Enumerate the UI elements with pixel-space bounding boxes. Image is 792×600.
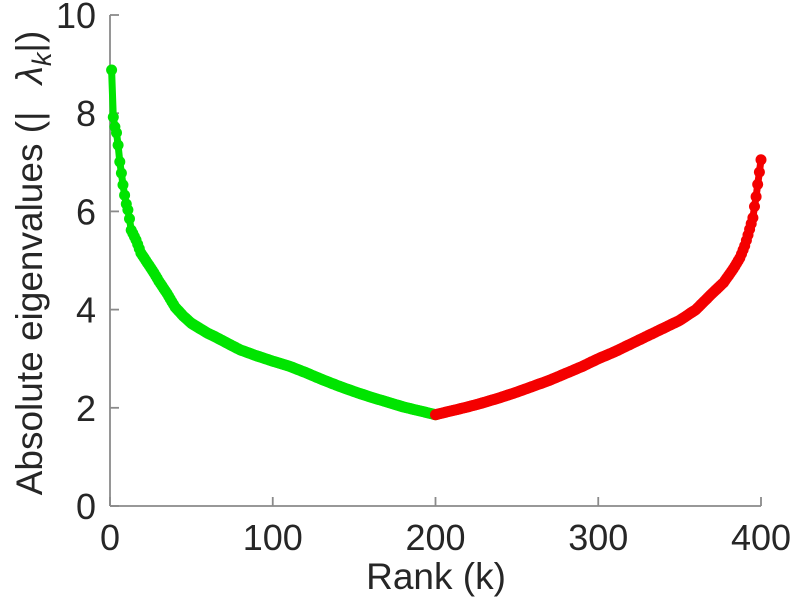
eigenvalues-rank-200-400-red-marker	[752, 178, 764, 190]
y-tick-label: 2	[76, 388, 96, 429]
eigenvalues-rank-200-400-red-marker	[749, 201, 760, 212]
eigenvalues-rank-1-200-green-marker	[124, 213, 135, 225]
eigenvalues-rank-1-200-green-marker	[107, 111, 119, 123]
x-tick-label: 400	[731, 517, 791, 558]
eigenvalues-rank-1-200-green-marker	[119, 189, 131, 201]
eigenvalues-rank-1-200-green-marker	[117, 179, 129, 191]
y-tick-label: 10	[56, 0, 96, 36]
eigenvalues-rank-1-200-green-marker	[111, 127, 122, 139]
eigenvalues-rank-200-400-red-marker	[750, 191, 762, 203]
eigenvalues-rank-200-400-red-marker	[747, 212, 759, 224]
x-tick-label: 300	[568, 517, 628, 558]
y-tick-label: 4	[76, 290, 96, 331]
eigenvalues-rank-200-400-red-marker	[753, 166, 765, 178]
eigenvalues-rank-1-200-green-marker	[112, 139, 124, 151]
y-tick-label: 0	[76, 486, 96, 527]
lambda-symbol: λ	[9, 66, 50, 85]
eigenvalues-rank-200-400-red-marker	[755, 154, 767, 166]
y-axis-label-close: |)	[9, 30, 50, 53]
x-axis-label: Rank (k)	[366, 556, 506, 597]
eigenvalues-rank-1-200-green-marker	[106, 64, 118, 76]
y-axis-label: Absolute eigenvalues (| λk|)	[9, 30, 57, 496]
x-tick-label: 200	[405, 517, 465, 558]
x-tick-label: 0	[100, 517, 120, 558]
y-axis-label-text: Absolute eigenvalues (|	[9, 111, 50, 496]
y-tick-label: 6	[76, 191, 96, 232]
eigenvalues-rank-1-200-green-marker	[115, 167, 127, 179]
eigenvalues-rank-1-200-green-marker	[114, 156, 126, 168]
y-tick-label: 8	[76, 93, 96, 134]
lambda-subscript-k: k	[27, 52, 57, 67]
eigenvalues-rank-1-200-green-marker	[122, 204, 134, 216]
x-tick-label: 100	[243, 517, 303, 558]
